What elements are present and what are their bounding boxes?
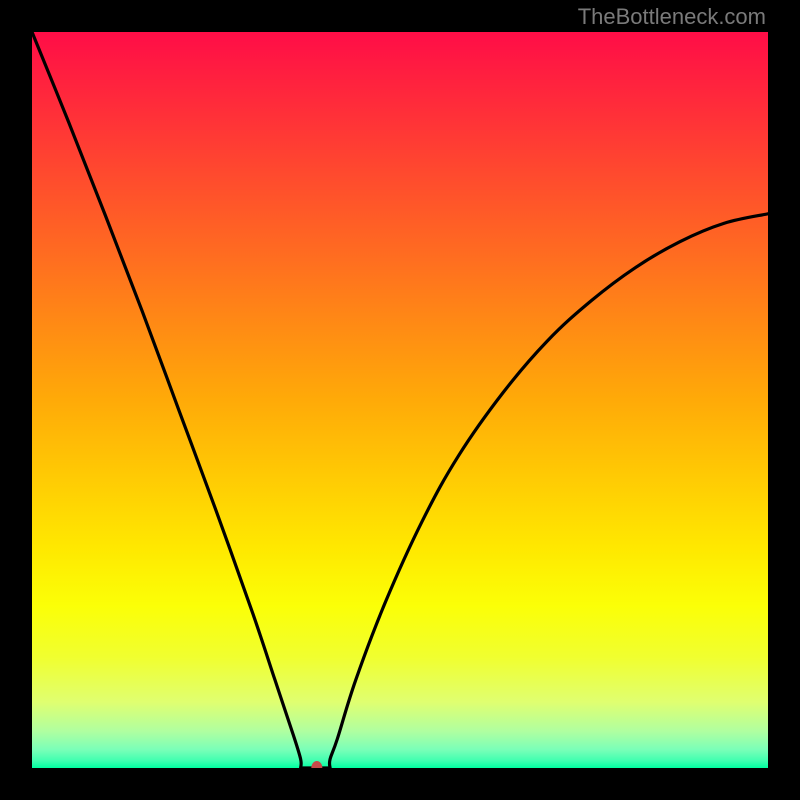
plot-area: [32, 32, 768, 768]
watermark-text: TheBottleneck.com: [578, 4, 766, 30]
bottleneck-curve: [32, 32, 768, 768]
minimum-marker: [311, 761, 322, 768]
